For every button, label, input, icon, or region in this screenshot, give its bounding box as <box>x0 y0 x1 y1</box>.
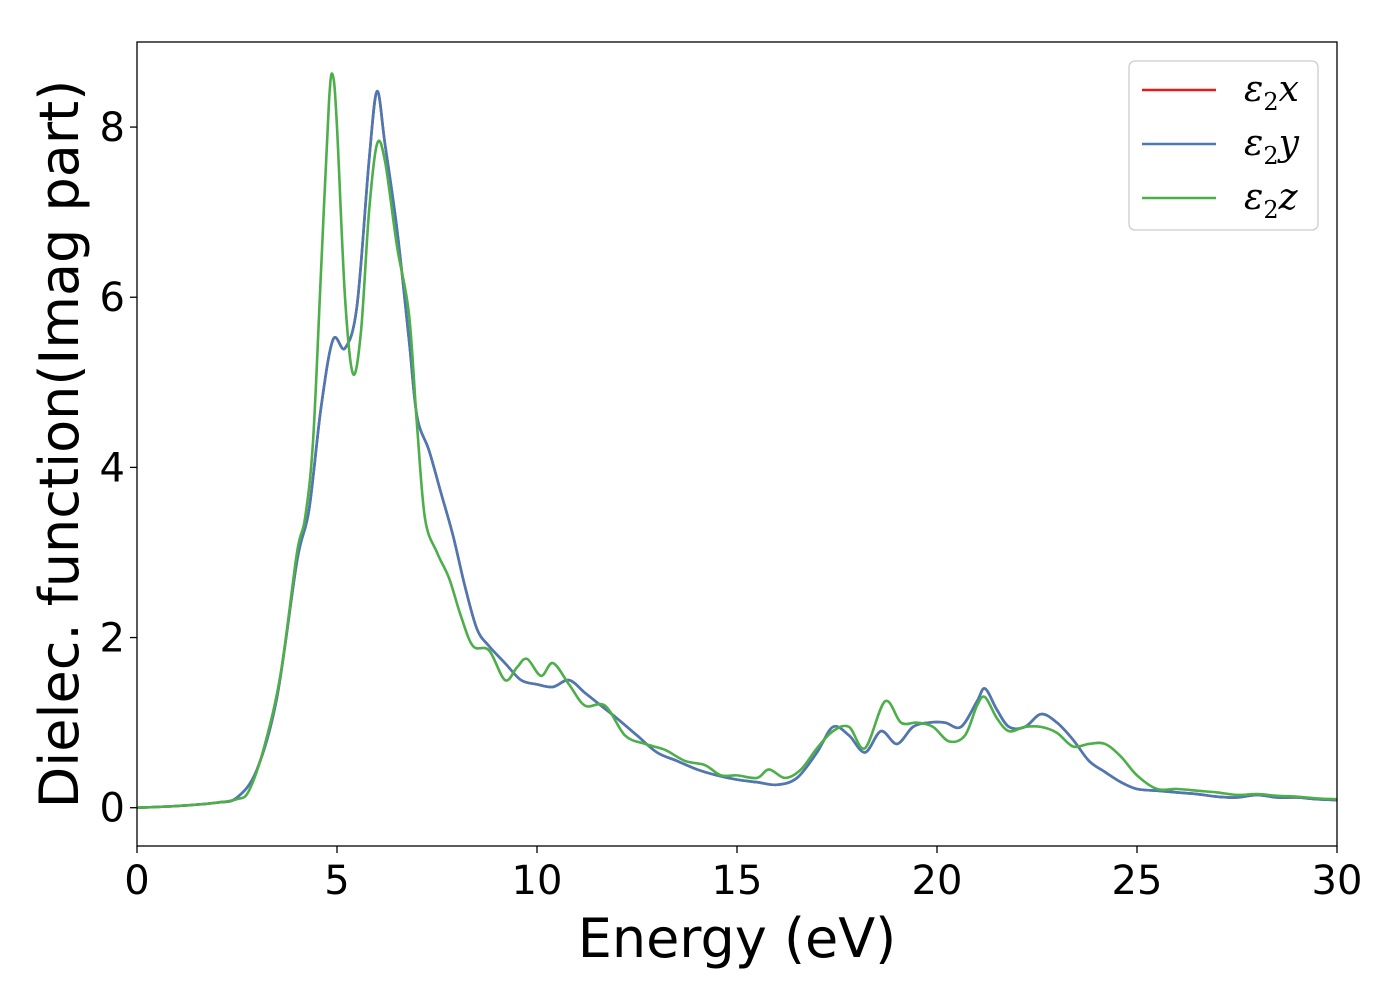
x-tick-label: 20 <box>912 858 963 904</box>
x-tick-label: 10 <box>512 858 563 904</box>
x-axis-label: Energy (eV) <box>578 907 897 970</box>
x-tick-label: 15 <box>712 858 763 904</box>
series-line-2 <box>137 90 1337 810</box>
axis-ticks: 0 5 10 15 20 25 30 0 2 4 6 8 <box>100 105 1363 904</box>
y-tick-label: 8 <box>100 105 125 151</box>
series-line-3 <box>137 72 1337 810</box>
x-tick-label: 5 <box>324 858 349 904</box>
y-tick-label: 0 <box>100 786 125 832</box>
x-tick-label: 25 <box>1112 858 1163 904</box>
y-tick-label: 4 <box>100 445 125 491</box>
y-axis-label: Dielec. function(Imag part) <box>28 80 91 809</box>
legend-label: ε2y <box>1244 123 1300 170</box>
plot-area <box>137 72 1337 810</box>
legend: ε2x ε2y ε2z <box>1128 60 1319 231</box>
legend-label: ε2x <box>1244 69 1299 116</box>
x-tick-label: 30 <box>1312 858 1363 904</box>
x-tick-label: 0 <box>124 858 149 904</box>
y-tick-label: 2 <box>100 616 125 662</box>
axes-frame <box>136 41 1338 847</box>
legend-label: ε2z <box>1244 177 1299 224</box>
y-tick-label: 6 <box>100 275 125 321</box>
legend-box <box>1128 60 1319 231</box>
